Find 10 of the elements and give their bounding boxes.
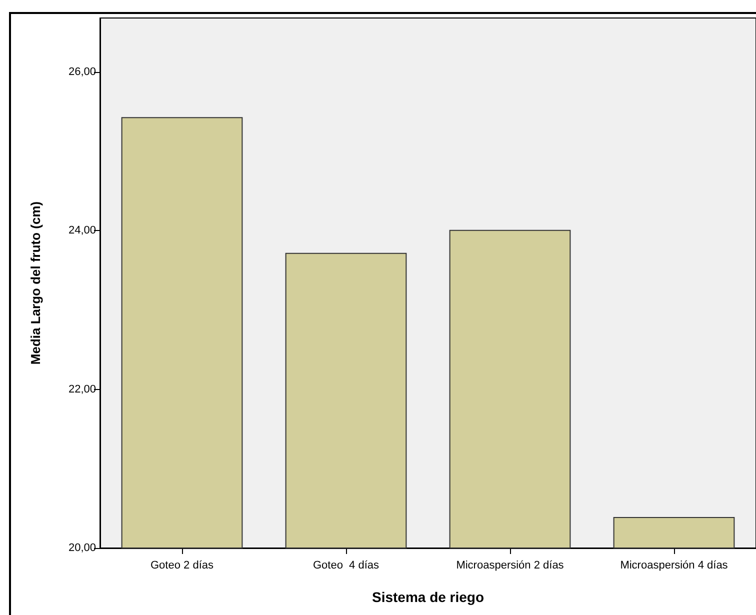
x-tick-label: Goteo 4 días bbox=[312, 560, 380, 572]
y-tick-label: 20,00 bbox=[68, 542, 96, 554]
y-tick-label: 24,00 bbox=[68, 224, 96, 237]
x-tick-label: Goteo 2 días bbox=[150, 560, 214, 572]
y-axis-title: Media Largo del fruto (cm) bbox=[28, 201, 43, 365]
y-tick-label: 22,00 bbox=[68, 383, 96, 396]
x-tick-label: Microaspersión 4 días bbox=[620, 560, 728, 572]
x-axis-title: Sistema de riego bbox=[372, 589, 484, 605]
x-tick-label: Microaspersión 2 días bbox=[456, 560, 564, 572]
y-tick-label: 26,00 bbox=[68, 66, 96, 78]
